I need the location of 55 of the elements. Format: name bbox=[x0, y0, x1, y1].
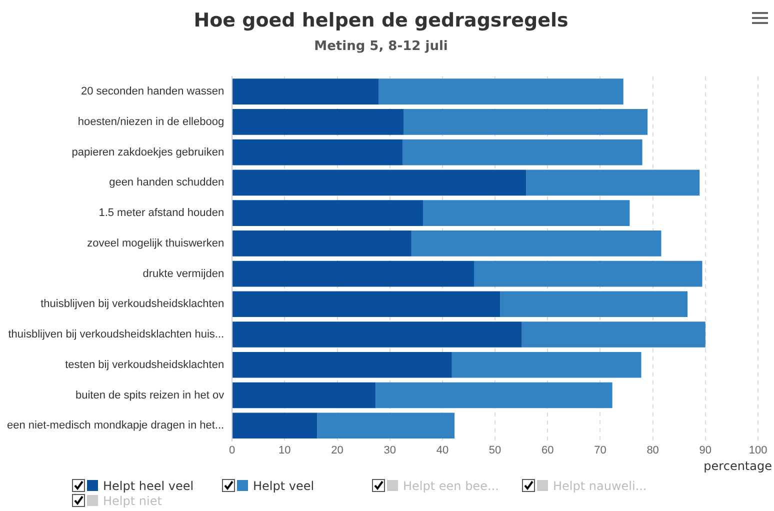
y-tick-label: een niet-medisch mondkapje dragen in het... bbox=[7, 420, 224, 432]
x-tick-label: 10 bbox=[278, 444, 291, 456]
y-tick-label: 20 seconden handen wassen bbox=[80, 86, 224, 98]
legend-label: Helpt heel veel bbox=[103, 478, 194, 492]
bar bbox=[474, 260, 702, 287]
chart-title: Hoe goed helpen de gedragsregels bbox=[194, 9, 568, 32]
bar bbox=[232, 260, 474, 287]
bar bbox=[411, 230, 662, 256]
x-tick-label: 70 bbox=[594, 444, 606, 456]
x-tick-label: 20 bbox=[331, 444, 344, 456]
x-tick-label: 90 bbox=[699, 444, 712, 456]
bar bbox=[232, 78, 379, 104]
y-tick-label: buiten de spits reizen in het ov bbox=[75, 389, 225, 402]
bar bbox=[422, 200, 630, 226]
bar bbox=[404, 109, 648, 135]
y-tick-label: thuisblijven bij verkoudsheidsklachten bbox=[40, 298, 224, 310]
bar bbox=[232, 139, 402, 166]
bar bbox=[452, 352, 642, 378]
x-tick-label: 60 bbox=[542, 444, 554, 456]
x-tick-label: 30 bbox=[384, 444, 396, 456]
bar bbox=[522, 322, 706, 348]
y-tick-label: hoesten/niezen in de elleboog bbox=[78, 116, 224, 128]
bar bbox=[232, 322, 522, 348]
legend-label: Helpt een bee... bbox=[403, 478, 499, 492]
legend-label: Helpt niet bbox=[103, 494, 162, 508]
bar bbox=[232, 412, 318, 439]
y-tick-label: thuisblijven bij verkoudsheidsklachten huis... bbox=[8, 328, 224, 341]
bar bbox=[317, 412, 455, 439]
x-axis-title: percentage bbox=[704, 459, 772, 473]
y-tick-label: 1.5 meter afstand houden bbox=[98, 207, 224, 220]
legend-label: Helpt veel bbox=[253, 478, 314, 492]
bar bbox=[402, 139, 642, 166]
bar bbox=[376, 382, 612, 408]
y-tick-label: zoveel mogelijk thuiswerken bbox=[87, 237, 224, 250]
legend-label: Helpt nauweli... bbox=[553, 478, 647, 492]
bar bbox=[232, 109, 404, 135]
bar bbox=[232, 200, 423, 226]
bar bbox=[500, 291, 688, 318]
y-tick-label: papieren zakdoekjes gebruiken bbox=[72, 146, 224, 158]
bar bbox=[232, 230, 412, 256]
x-tick-label: 50 bbox=[488, 444, 502, 456]
x-tick-label: 100 bbox=[748, 444, 768, 456]
chart-subtitle: Meting 5, 8-12 juli bbox=[314, 38, 448, 54]
bar bbox=[232, 382, 376, 408]
y-tick-label: geen handen schudden bbox=[109, 176, 224, 189]
bar bbox=[232, 352, 452, 378]
x-tick-label: 40 bbox=[436, 444, 449, 456]
x-tick-label: 80 bbox=[646, 444, 659, 456]
y-tick-label: testen bij verkoudsheidsklachten bbox=[65, 358, 224, 371]
bar bbox=[526, 170, 700, 196]
bar bbox=[232, 291, 500, 318]
y-tick-label: drukte vermijden bbox=[142, 268, 224, 280]
bar bbox=[232, 170, 526, 196]
bar bbox=[378, 78, 624, 104]
x-tick-label: 0 bbox=[229, 444, 236, 456]
